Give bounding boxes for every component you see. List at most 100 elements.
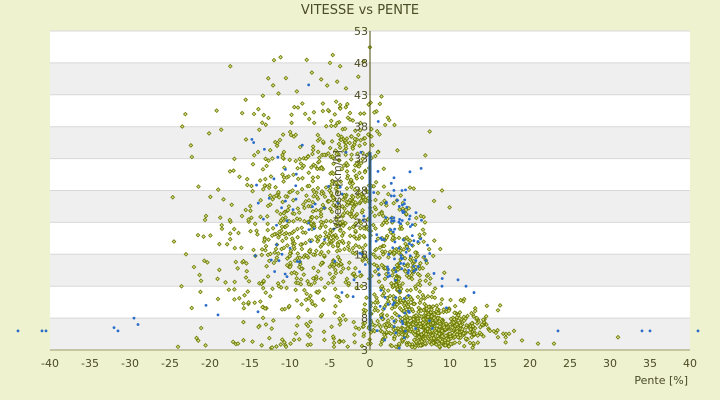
point-series-1 [359,198,364,204]
y-tick-label: 13 [354,280,368,293]
point-series-1 [250,188,255,194]
x-tick-label: 20 [523,357,537,370]
point-series-1 [340,212,346,218]
point-series-1 [295,280,301,286]
point-series-1 [422,153,428,158]
point-series-1 [351,168,357,174]
point-series-2 [376,267,380,271]
point-series-1 [265,227,271,233]
point-series-2 [283,272,287,276]
point-series-1 [405,263,411,269]
point-series-2 [294,197,298,201]
point-series-1 [469,334,475,340]
point-series-1 [420,320,426,326]
point-series-1 [303,240,308,246]
point-series-1 [324,83,330,88]
point-series-1 [335,242,341,248]
point-series-1 [319,242,325,248]
y-tick-label: 48 [354,57,368,70]
point-series-2 [400,267,404,271]
point-series-1 [447,204,452,210]
point-series-1 [335,189,340,195]
point-series-1 [350,181,356,186]
point-series-1 [373,226,378,231]
point-series-1 [339,166,345,172]
point-series-2 [419,166,423,170]
point-series-2 [392,194,396,198]
point-series-1 [331,202,336,208]
point-series-1 [423,331,429,337]
point-series-2 [393,240,397,244]
point-series-1 [403,211,409,217]
point-series-1 [364,295,369,301]
point-series-1 [417,300,423,306]
point-series-2 [288,246,292,250]
point-series-1 [333,148,339,154]
point-series-1 [448,341,454,347]
point-series-1 [352,136,358,142]
point-series-1 [447,331,453,337]
point-series-1 [223,280,228,285]
point-series-2 [404,329,407,333]
point-series-1 [337,247,343,253]
point-series-1 [421,330,427,336]
point-series-2 [276,155,280,159]
point-series-1 [337,157,342,163]
point-series-1 [334,235,340,241]
point-series-1 [436,319,442,324]
point-series-1 [232,156,237,162]
point-series-1 [349,201,355,206]
point-series-1 [344,101,350,107]
point-series-1 [296,264,302,270]
point-series-1 [430,253,436,259]
point-series-1 [374,108,379,114]
point-series-1 [340,204,345,209]
point-series-2 [376,120,380,123]
point-series-1 [258,214,263,220]
point-series-1 [266,158,271,163]
point-series-1 [198,278,204,284]
point-series-2 [407,294,410,297]
point-series-1 [390,235,396,241]
point-series-2 [392,266,396,270]
point-series-1 [349,214,355,220]
point-series-1 [384,313,390,318]
point-series-1 [350,245,356,251]
point-series-1 [343,143,349,149]
point-series-1 [380,329,385,335]
point-series-2 [424,259,428,263]
point-series-1 [411,337,417,343]
point-series-1 [407,315,413,321]
point-series-1 [431,238,437,243]
point-series-1 [278,342,284,347]
point-series-1 [279,224,285,230]
point-series-1 [372,213,378,219]
point-series-1 [310,209,316,214]
point-series-1 [437,246,443,252]
point-series-1 [334,293,339,299]
point-series-1 [423,278,429,284]
point-series-1 [423,324,429,329]
point-series-1 [264,163,269,169]
point-series-1 [376,279,382,284]
point-series-1 [396,235,402,241]
point-series-2 [648,329,652,333]
point-series-1 [266,335,272,341]
point-series-2 [414,327,418,330]
point-series-1 [353,220,359,226]
point-series-1 [373,179,379,185]
point-series-1 [377,245,383,250]
point-series-1 [419,338,425,344]
point-series-1 [474,315,480,321]
point-series-2 [273,270,277,273]
point-series-1 [195,338,201,343]
point-series-1 [215,187,221,192]
point-series-1 [388,331,394,337]
point-series-1 [332,111,338,117]
point-series-1 [241,301,246,306]
point-series-2 [556,329,560,333]
point-series-1 [293,132,299,138]
point-series-1 [280,279,286,284]
point-series-1 [312,280,318,286]
point-series-1 [318,214,324,219]
